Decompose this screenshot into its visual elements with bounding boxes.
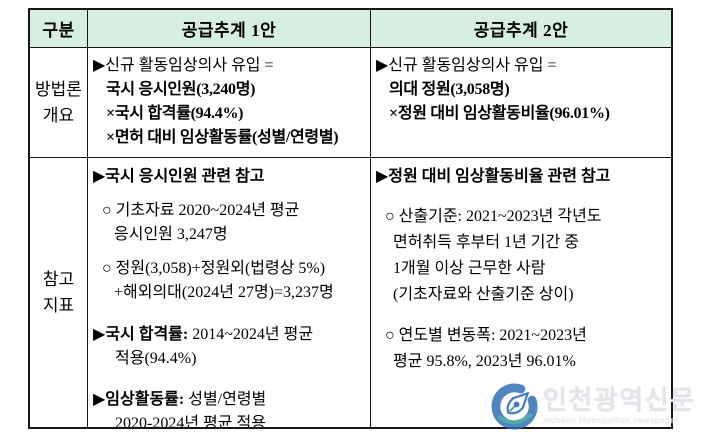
rowlabel-methodology-line1: 방법론 <box>35 79 82 99</box>
methodology-plan1-formula-1: 국시 응시인원(3,240명) <box>106 81 256 98</box>
reference-plan1-heading3: ▶임상활동률: 성별/연령별 <box>93 388 370 412</box>
reference-plan1-cell: ▶국시 응시인원 관련 참고 ○ 기초자료 2020~2024년 평균 응시인원… <box>87 157 370 427</box>
rowlabel-methodology: 방법론 개요 <box>30 47 87 157</box>
reference-plan1-heading1: ▶국시 응시인원 관련 참고 <box>93 168 265 185</box>
reference-plan1-item1-line1: ○ 기초자료 2020~2024년 평균 <box>102 202 300 219</box>
reference-plan2-item1-line3: 1개월 이상 근무한 사람 <box>393 260 546 277</box>
reference-plan1-heading2-cont: 적용(94.4%) <box>115 350 197 367</box>
reference-plan1-heading3-cont: 2020-2024년 평균 적용 <box>115 415 266 427</box>
methodology-plan2-cell: ▶신규 활동임상의사 유입 = 의대 정원(3,058명) ×정원 대비 임상활… <box>370 47 671 157</box>
reference-plan1-item2: ○ 정원(3,058)+정원외(법령상 5%) +해외의대(2024년 27명)… <box>93 257 370 305</box>
methodology-plan2-formula-2: ×정원 대비 임상활동비율(96.01%) <box>389 105 610 122</box>
reference-plan1-heading2-rest: 2014~2024년 평균 <box>188 326 314 343</box>
header-plan1-label: 공급추계 1안 <box>181 21 277 40</box>
reference-plan1-heading3-bold: ▶임상활동률: <box>93 391 185 408</box>
header-plan2-label: 공급추계 2안 <box>473 21 569 40</box>
header-category-label: 구분 <box>42 21 75 40</box>
header-cell-category: 구분 <box>30 10 87 47</box>
rowlabel-reference-line1: 참고 <box>42 269 75 289</box>
header-cell-plan1: 공급추계 1안 <box>87 10 370 47</box>
reference-plan1-item1-line2: 응시인원 3,247명 <box>114 226 228 243</box>
reference-plan2-heading1: ▶정원 대비 임상활동비율 관련 참고 <box>376 168 611 185</box>
methodology-plan1-formula-3: ×면허 대비 임상활동률(성별/연령별) <box>106 129 339 146</box>
reference-plan1-item2-line2: +해외의대(2024년 27명)=3,237명 <box>114 284 334 301</box>
header-cell-plan2: 공급추계 2안 <box>370 10 671 47</box>
reference-plan2-item1-line2: 면허취득 후부터 1년 기간 중 <box>393 234 579 251</box>
reference-plan2-item2-line2: 평균 95.8%, 2023년 96.01% <box>393 353 576 370</box>
methodology-plan2-formula-1: 의대 정원(3,058명) <box>389 81 510 98</box>
reference-plan1-item1: ○ 기초자료 2020~2024년 평균 응시인원 3,247명 <box>93 199 370 247</box>
reference-plan2-item2: ○ 연도별 변동폭: 2021~2023년 평균 95.8%, 2023년 96… <box>376 323 671 375</box>
reference-plan1-item2-line1: ○ 정원(3,058)+정원외(법령상 5%) <box>102 260 326 277</box>
reference-plan1-heading2: ▶국시 합격률: 2014~2024년 평균 <box>93 323 370 347</box>
supply-estimate-table: 구분 공급추계 1안 공급추계 2안 방법론 개요 ▶신규 활동임상의사 유입 … <box>28 8 673 429</box>
reference-plan1-heading3-rest: 성별/연령별 <box>184 391 267 408</box>
reference-plan2-item2-line1: ○ 연도별 변동폭: 2021~2023년 <box>385 327 587 344</box>
methodology-plan1-intro: ▶신규 활동임상의사 유입 = <box>93 57 274 74</box>
rowlabel-reference: 참고 지표 <box>30 157 87 427</box>
reference-plan2-item1-line4: (기초자료와 산출기준 상이) <box>393 286 574 303</box>
methodology-plan1-formula-2: ×국시 합격률(94.4%) <box>106 105 244 122</box>
methodology-plan1-cell: ▶신규 활동임상의사 유입 = 국시 응시인원(3,240명) ×국시 합격률(… <box>87 47 370 157</box>
reference-plan2-item1: ○ 산출기준: 2021~2023년 각년도 면허취득 후부터 1년 기간 중 … <box>376 204 671 308</box>
rowlabel-reference-line2: 지표 <box>42 295 75 315</box>
reference-plan2-cell: ▶정원 대비 임상활동비율 관련 참고 ○ 산출기준: 2021~2023년 각… <box>370 157 671 427</box>
reference-plan2-item1-line1: ○ 산출기준: 2021~2023년 각년도 <box>385 208 602 225</box>
rowlabel-methodology-line2: 개요 <box>42 105 75 125</box>
methodology-plan2-intro: ▶신규 활동임상의사 유입 = <box>376 57 557 74</box>
reference-plan1-heading2-bold: ▶국시 합격률: <box>93 326 189 343</box>
